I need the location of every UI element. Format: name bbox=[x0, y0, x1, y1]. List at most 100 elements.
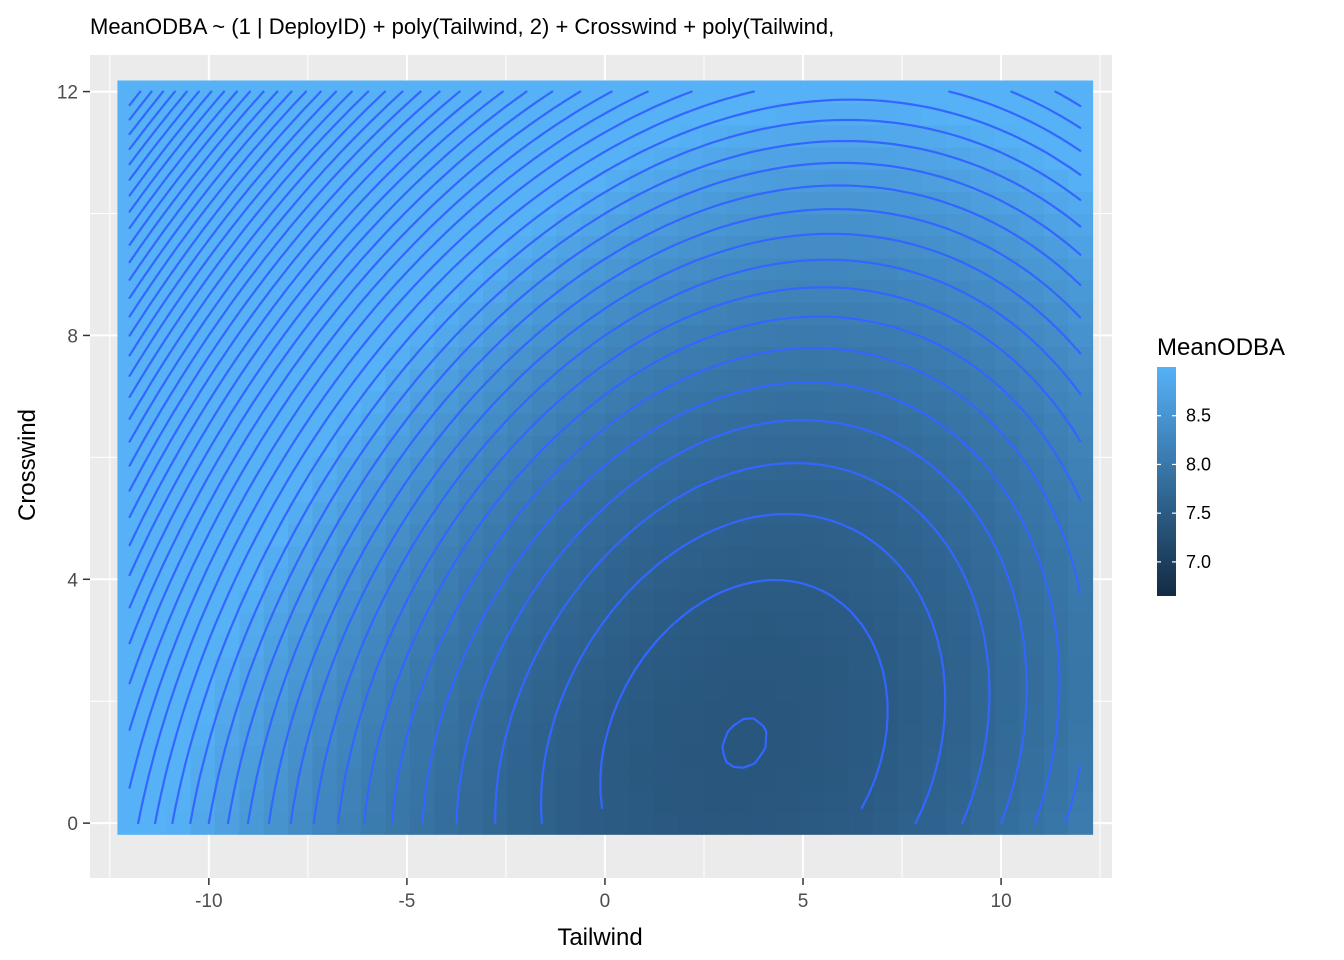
heatmap-tile bbox=[678, 124, 704, 148]
heatmap-tile bbox=[994, 435, 1020, 458]
heatmap-tile bbox=[312, 723, 338, 747]
heatmap-tile bbox=[1043, 257, 1069, 281]
heatmap-tile bbox=[1068, 191, 1094, 215]
heatmap-tile bbox=[483, 346, 509, 370]
heatmap-tile bbox=[580, 102, 606, 126]
heatmap-tile bbox=[531, 235, 557, 259]
heatmap-tile bbox=[726, 169, 752, 192]
heatmap-tile bbox=[726, 546, 752, 569]
heatmap-tile bbox=[629, 235, 655, 259]
heatmap-tile bbox=[1043, 280, 1069, 303]
heatmap-tile bbox=[921, 80, 947, 104]
heatmap-tile bbox=[507, 346, 533, 370]
heatmap-tile bbox=[775, 368, 801, 392]
y-tick-label: 0 bbox=[67, 814, 78, 835]
heatmap-tile bbox=[580, 191, 606, 215]
heatmap-tile bbox=[775, 390, 801, 414]
heatmap-tile bbox=[483, 124, 509, 148]
heatmap-tile bbox=[824, 80, 850, 104]
heatmap-tile bbox=[629, 656, 655, 680]
heatmap-tile bbox=[726, 457, 752, 481]
heatmap-tile bbox=[556, 745, 582, 769]
heatmap-tile bbox=[580, 324, 606, 348]
heatmap-tile bbox=[458, 501, 484, 525]
heatmap-tile bbox=[970, 812, 996, 835]
heatmap-tile bbox=[1043, 324, 1069, 348]
heatmap-tile bbox=[921, 546, 947, 569]
heatmap-tile bbox=[288, 745, 314, 769]
heatmap-tile bbox=[507, 257, 533, 281]
heatmap-tile bbox=[702, 257, 728, 281]
heatmap-tile bbox=[873, 413, 899, 436]
heatmap-tile bbox=[604, 169, 630, 192]
heatmap-tile bbox=[239, 523, 265, 547]
heatmap-tile bbox=[824, 701, 850, 724]
heatmap-tile bbox=[117, 634, 143, 658]
heatmap-tile bbox=[946, 745, 972, 769]
heatmap-tile bbox=[873, 812, 899, 835]
contour-line bbox=[721, 717, 768, 769]
heatmap-tile bbox=[1019, 701, 1045, 724]
heatmap-tile bbox=[848, 767, 874, 791]
heatmap-tile bbox=[946, 634, 972, 658]
heatmap-tile bbox=[214, 147, 240, 170]
contour-line bbox=[128, 90, 322, 337]
heatmap-tile bbox=[726, 656, 752, 680]
heatmap-tile bbox=[117, 147, 143, 170]
heatmap-tile bbox=[483, 723, 509, 747]
heatmap-tile bbox=[385, 124, 411, 148]
heatmap-tile bbox=[629, 767, 655, 791]
heatmap-tile bbox=[629, 701, 655, 724]
heatmap-tile bbox=[531, 767, 557, 791]
heatmap-tile bbox=[921, 346, 947, 370]
heatmap-tile bbox=[214, 767, 240, 791]
contour-line bbox=[128, 90, 582, 685]
heatmap-tile bbox=[775, 656, 801, 680]
heatmap-tile bbox=[726, 745, 752, 769]
heatmap-tile bbox=[848, 701, 874, 724]
heatmap-tile bbox=[458, 546, 484, 569]
heatmap-tile bbox=[434, 390, 460, 414]
heatmap-tile bbox=[556, 656, 582, 680]
contour-line bbox=[128, 90, 404, 443]
heatmap-tile bbox=[751, 612, 777, 636]
heatmap-tile bbox=[385, 812, 411, 835]
heatmap-tile bbox=[897, 368, 923, 392]
heatmap-tile bbox=[1068, 612, 1094, 636]
heatmap-tile bbox=[336, 80, 362, 104]
heatmap-tile bbox=[361, 701, 387, 724]
heatmap-tile bbox=[970, 568, 996, 591]
heatmap-tile bbox=[994, 501, 1020, 525]
heatmap-tile bbox=[190, 124, 216, 148]
contour-line bbox=[128, 90, 613, 731]
heatmap-tile bbox=[751, 789, 777, 813]
heatmap-tile bbox=[604, 767, 630, 791]
contour-line bbox=[128, 90, 482, 547]
heatmap-tile bbox=[1068, 324, 1094, 348]
heatmap-tile bbox=[726, 568, 752, 591]
heatmap-tile bbox=[678, 767, 704, 791]
heatmap-tile bbox=[897, 302, 923, 325]
heatmap-tile bbox=[385, 346, 411, 370]
heatmap-tile bbox=[166, 789, 192, 813]
heatmap-tile bbox=[117, 346, 143, 370]
heatmap-tile bbox=[799, 812, 825, 835]
heatmap-tile bbox=[1068, 169, 1094, 192]
legend-label: 7.5 bbox=[1186, 503, 1211, 523]
heatmap-tile bbox=[873, 479, 899, 503]
heatmap-tile bbox=[458, 812, 484, 835]
heatmap-tile bbox=[385, 102, 411, 126]
heatmap-tile bbox=[434, 789, 460, 813]
heatmap-tile bbox=[336, 701, 362, 724]
heatmap-tile bbox=[678, 523, 704, 547]
heatmap-tile bbox=[946, 590, 972, 614]
heatmap-tile bbox=[629, 546, 655, 569]
heatmap-tile bbox=[751, 812, 777, 835]
heatmap-tile bbox=[288, 235, 314, 259]
heatmap-tile bbox=[604, 147, 630, 170]
heatmap-tile bbox=[775, 634, 801, 658]
heatmap-tile bbox=[848, 368, 874, 392]
heatmap-tile bbox=[629, 679, 655, 702]
heatmap-tile bbox=[604, 812, 630, 835]
heatmap-tile bbox=[1068, 302, 1094, 325]
